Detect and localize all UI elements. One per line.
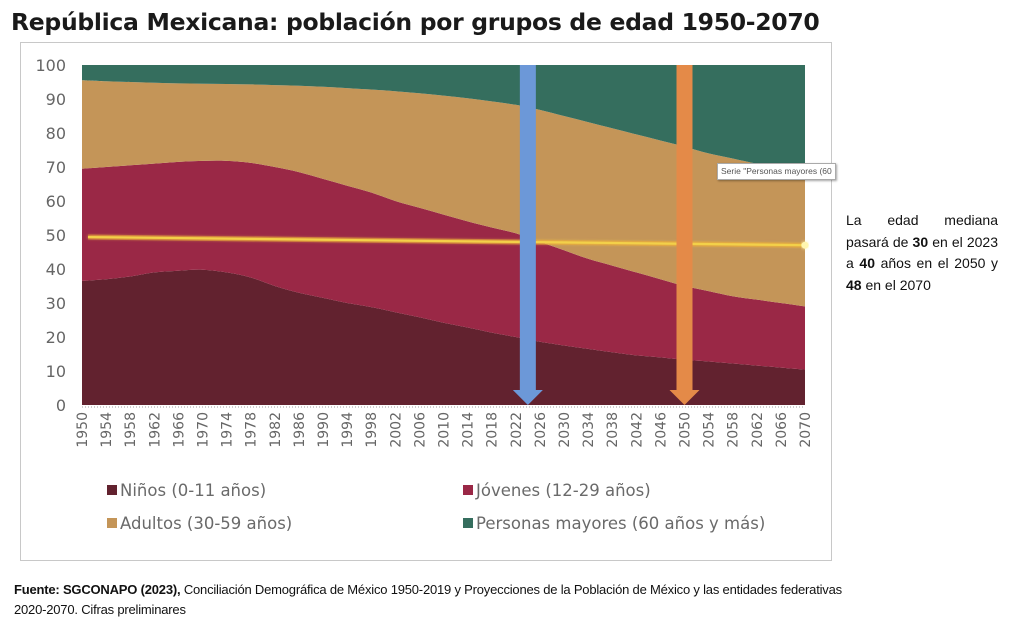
chart-frame: [20, 42, 832, 561]
x-tick-label: 1990: [316, 412, 332, 448]
source-text: Conciliación Demográfica de México 1950-…: [14, 582, 842, 617]
y-tick-label: 10: [46, 362, 66, 381]
x-tick-label: 2014: [461, 412, 477, 448]
x-tick-label: 1950: [75, 412, 91, 448]
arrow-head: [512, 390, 543, 405]
legend-swatch: [463, 485, 473, 495]
y-tick-label: 90: [46, 90, 66, 109]
y-tick-label: 40: [46, 260, 66, 279]
x-tick-label: 2062: [750, 412, 766, 448]
area-adultos: [82, 80, 805, 307]
y-axis: 0 10 20 30 40 50 60 70 80 90 100: [35, 56, 66, 415]
note-text-2: en el 2023 a: [846, 233, 998, 272]
area-mayores: [82, 65, 805, 171]
source-label: Fuente: SGCONAPO (2023),: [14, 582, 181, 597]
x-tick-label: 2038: [605, 412, 621, 448]
y-tick-label: 100: [35, 56, 66, 75]
legend-item: Jóvenes (12-29 años): [463, 481, 651, 500]
y-tick-label: 50: [46, 226, 66, 245]
area-jovenes: [82, 160, 805, 370]
x-axis: 1950 1954 1958 1962 1966 1970 1974 1978 1982 1986…: [75, 406, 814, 448]
median-age-note: La edad mediana pasará de 30 en el 2023 …: [846, 210, 998, 296]
x-tick-label: 2002: [388, 412, 404, 448]
x-tick-label: 1966: [171, 412, 187, 448]
legend-swatch: [107, 518, 117, 528]
x-tick-label: 1994: [340, 412, 356, 448]
x-tick-label: 2010: [437, 412, 453, 448]
legend-swatch: [463, 518, 473, 528]
x-tick-label: 2026: [533, 412, 549, 448]
x-tick-label: 2058: [726, 412, 742, 448]
note-text-3: años en el 2050 y: [874, 255, 998, 271]
x-tick-label: 2050: [678, 412, 694, 448]
legend-item: Personas mayores (60 años y más): [463, 514, 765, 533]
legend-item: Niños (0-11 años): [107, 481, 266, 500]
legend-label: Adultos (30-59 años): [120, 514, 292, 533]
x-tick-label: 1954: [99, 412, 115, 448]
x-tick-label: 1974: [220, 412, 236, 448]
x-tick-label: 2070: [798, 412, 814, 448]
series-tooltip: Serie "Personas mayores (60: [717, 163, 836, 180]
y-tick-label: 30: [46, 294, 66, 313]
note-text-4: en el 2070: [861, 276, 931, 293]
legend-label: Niños (0-11 años): [120, 481, 266, 500]
legend-label: Personas mayores (60 años y más): [476, 514, 765, 533]
stacked-areas: [82, 65, 805, 405]
annotation-arrows: [512, 65, 700, 405]
x-tick-label: 1958: [123, 412, 139, 448]
source-note: Fuente: SGCONAPO (2023), Conciliación De…: [14, 580, 844, 620]
legend-item: Adultos (30-59 años): [107, 514, 292, 533]
x-tick-label: 1982: [268, 412, 284, 448]
arrow-2024: [512, 65, 543, 405]
x-tick-label: 2066: [774, 412, 790, 448]
x-tick-label: 2034: [581, 412, 597, 448]
note-value-2070: 48: [846, 276, 862, 293]
note-value-2023: 30: [912, 233, 929, 250]
note-text-1: pasará de: [846, 233, 913, 250]
note-value-2050: 40: [859, 255, 875, 271]
x-tick-label: 2018: [485, 412, 501, 448]
legend: Niños (0-11 años) Jóvenes (12-29 años) Adu…: [107, 481, 765, 533]
legend-label: Jóvenes (12-29 años): [475, 481, 651, 500]
y-tick-label: 80: [46, 124, 66, 143]
y-tick-label: 20: [46, 328, 66, 347]
arrow-shaft: [519, 65, 536, 391]
y-tick-label: 60: [46, 192, 66, 211]
x-tick-label: 2046: [653, 412, 669, 448]
x-tick-label: 2030: [557, 412, 573, 448]
x-tick-label: 2042: [629, 412, 645, 448]
area-ninos: [82, 269, 805, 405]
arrow-2050: [669, 65, 700, 405]
note-line1: La edad mediana: [846, 212, 998, 228]
x-tick-label: 1978: [244, 412, 260, 448]
x-tick-label: 2022: [509, 412, 525, 448]
chart-title: República Mexicana: población por grupos…: [11, 8, 820, 36]
x-tick-label: 2054: [702, 412, 718, 448]
median-line-endpoint: [801, 241, 809, 249]
y-tick-label: 70: [46, 158, 66, 177]
x-tick-label: 1986: [292, 412, 308, 448]
y-tick-label: 0: [56, 396, 66, 415]
arrow-head: [669, 390, 700, 405]
x-tick-label: 1970: [196, 412, 212, 448]
x-tick-label: 1998: [364, 412, 380, 448]
x-tick-label: 2006: [412, 412, 428, 448]
x-tick-label: 1962: [147, 412, 163, 448]
legend-swatch: [107, 485, 117, 495]
arrow-shaft: [676, 65, 693, 391]
